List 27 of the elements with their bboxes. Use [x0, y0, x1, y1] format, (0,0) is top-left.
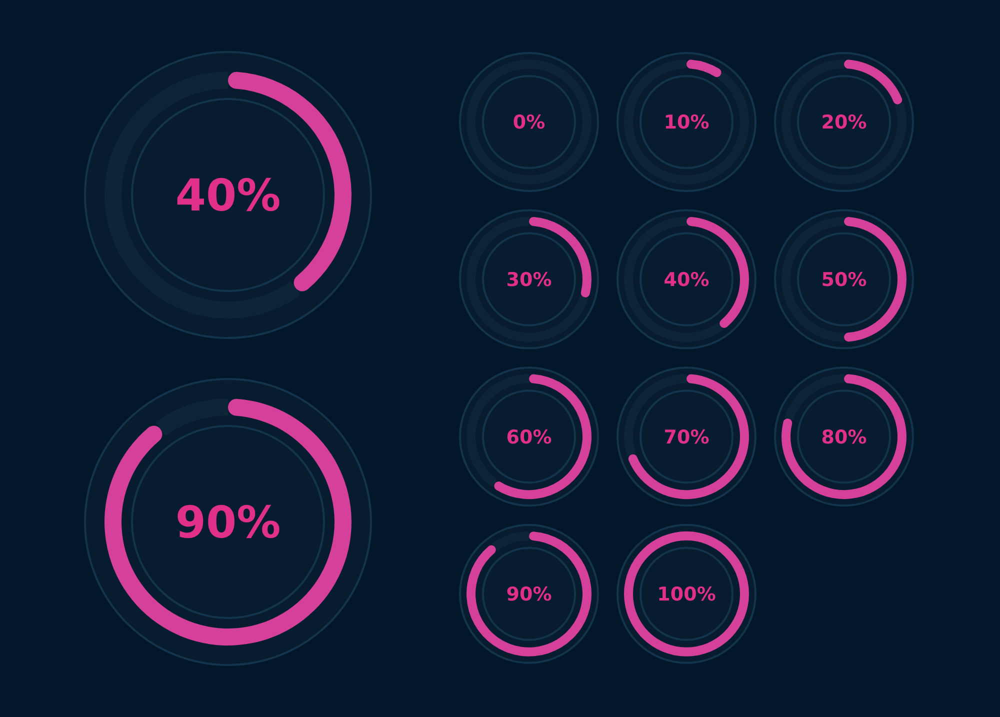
donut-slice — [784, 374, 844, 420]
text: 20% — [821, 112, 867, 134]
donut-slice — [624, 60, 749, 184]
text: 0% — [512, 112, 546, 134]
donut-slice — [466, 532, 592, 656]
text: 30% — [506, 268, 552, 291]
donut-slice — [782, 374, 906, 500]
donut-slice — [494, 374, 592, 500]
donut-slice — [466, 216, 588, 342]
donut-slice — [155, 398, 228, 436]
donut-slice — [624, 216, 724, 342]
text: 90% — [506, 584, 552, 606]
text: 60% — [506, 426, 552, 448]
donut-slice — [104, 398, 352, 646]
text: 50% — [821, 268, 867, 291]
text: 100% — [657, 584, 716, 606]
donut-slice — [686, 60, 722, 78]
text: 40% — [175, 170, 281, 222]
donut-slice — [844, 60, 902, 104]
donut-slice — [492, 531, 529, 551]
text: 90% — [175, 497, 281, 548]
donut-slice — [628, 374, 749, 500]
text: 80% — [821, 426, 867, 448]
text: 40% — [664, 268, 710, 291]
text: 70% — [664, 426, 710, 448]
text: 10% — [664, 112, 710, 134]
donut-slice — [782, 60, 906, 184]
